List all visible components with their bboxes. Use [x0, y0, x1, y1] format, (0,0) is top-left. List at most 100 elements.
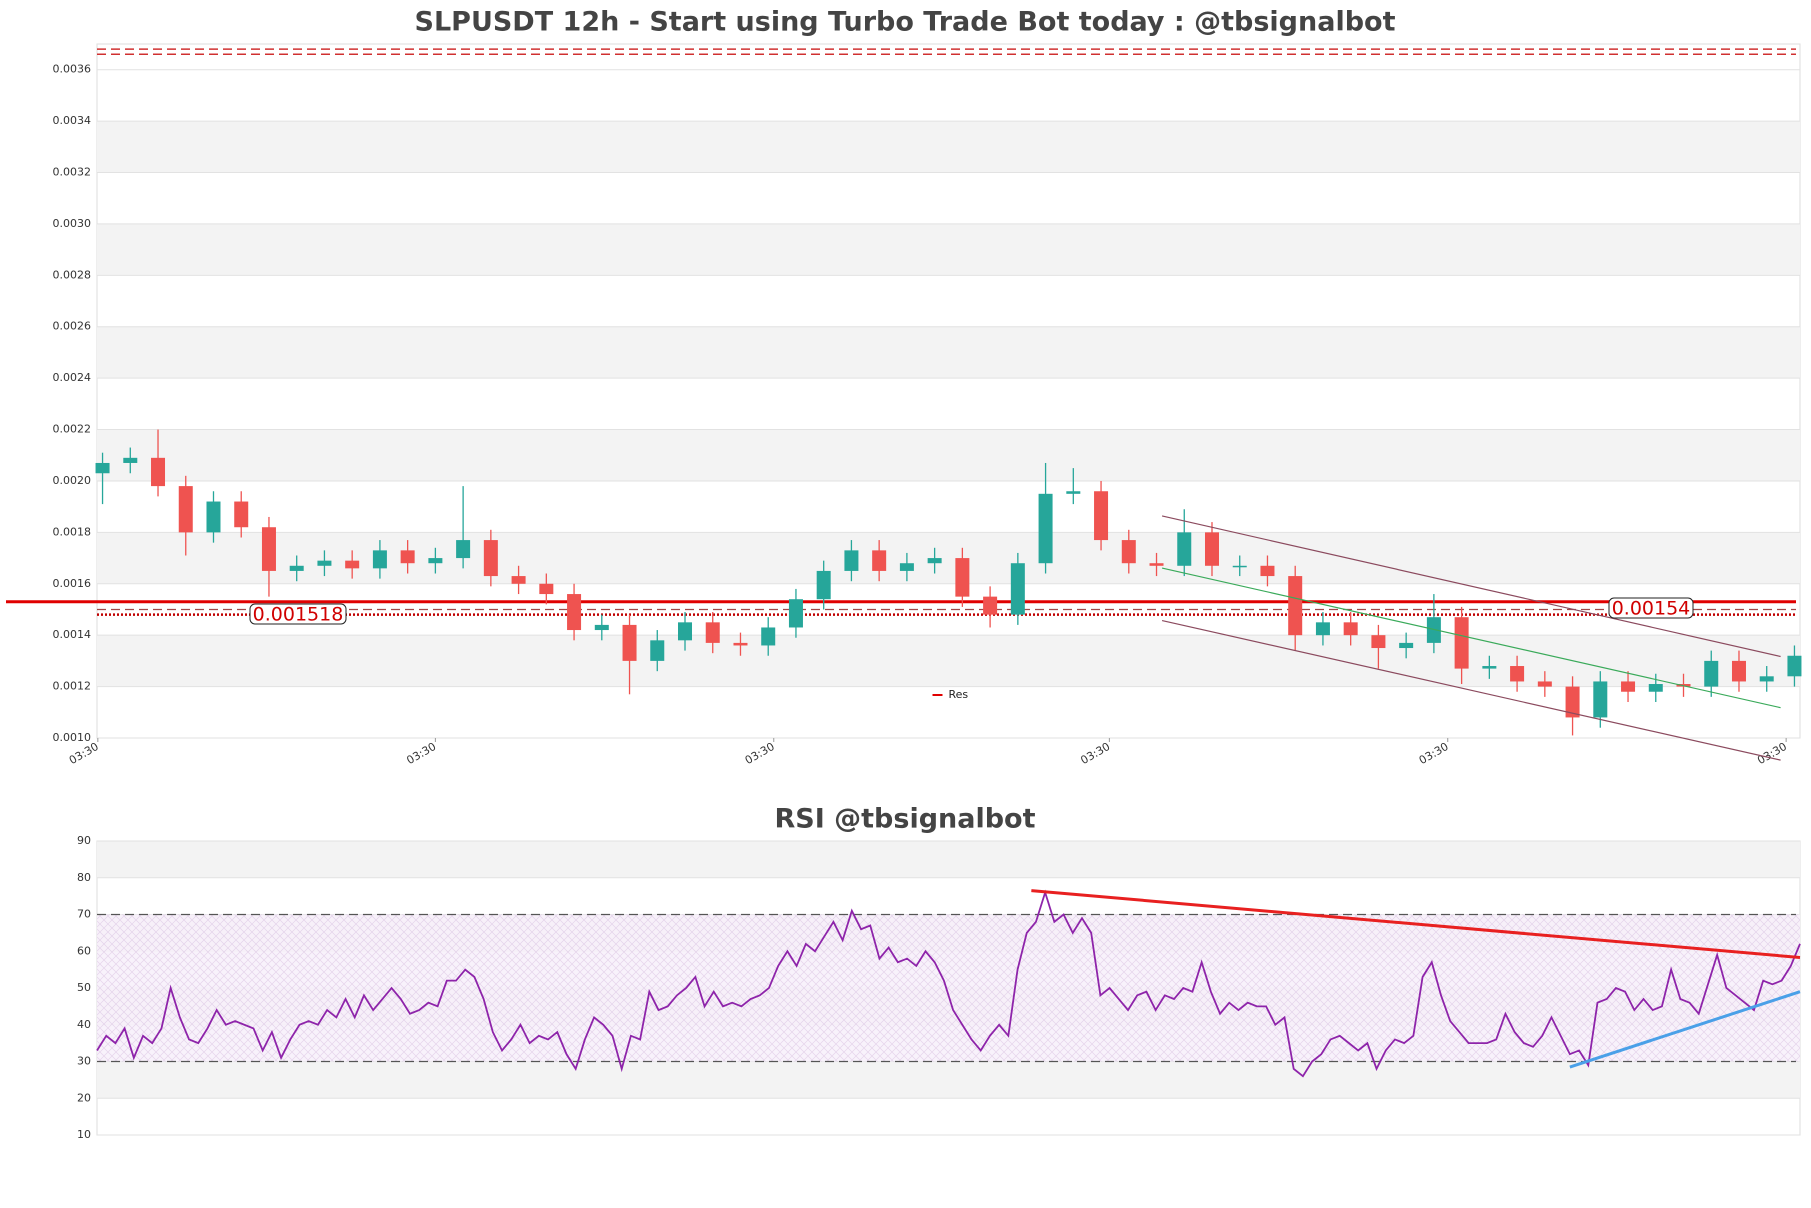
trend-line [1031, 889, 1801, 959]
y-tick-label: 10 [77, 1128, 91, 1141]
candle-body [1232, 565, 1247, 568]
x-tick-label: 03:30 [1417, 740, 1451, 767]
candle-body [1010, 563, 1025, 615]
y-tick-label: 0.0010 [53, 731, 92, 744]
candle-body [1787, 655, 1802, 677]
candle-body [1094, 491, 1109, 541]
y-tick-label: 0.0018 [53, 525, 92, 538]
y-tick-label: 90 [77, 834, 91, 847]
candle-body [1343, 622, 1358, 636]
candle-body [1454, 617, 1469, 669]
candle-body [151, 457, 166, 487]
candle-body [1399, 642, 1414, 649]
candle-body [1704, 660, 1719, 687]
candle-body [678, 622, 693, 641]
grid-band [97, 326, 1800, 379]
candle-body [872, 550, 887, 571]
candle-body [1621, 681, 1636, 692]
candle-body [1066, 491, 1081, 494]
candle-body [345, 560, 360, 569]
x-tick-label: 03:30 [1755, 740, 1789, 767]
candle-body [899, 563, 914, 571]
y-tick-label: 0.0026 [53, 320, 92, 333]
y-tick-label: 0.0014 [53, 628, 92, 641]
candle-body [1315, 622, 1330, 636]
candle-body [1149, 563, 1164, 566]
x-tick-label: 03:30 [1078, 740, 1112, 767]
chart-title: SLPUSDT 12h - Start using Turbo Trade Bo… [415, 7, 1396, 38]
x-tick-label: 03:30 [67, 740, 101, 767]
candle-body [705, 622, 720, 643]
trend-line [1161, 515, 1781, 658]
candle-body [206, 501, 221, 533]
candle-body [400, 550, 415, 564]
candle-body [788, 599, 803, 628]
grid-band [97, 1061, 1800, 1099]
candle-body [1121, 540, 1136, 564]
candle-body [1177, 532, 1192, 566]
candle-body [927, 558, 942, 564]
candle-body [95, 462, 110, 474]
candle-body [1288, 576, 1303, 636]
price-label: 0.00154 [1612, 598, 1691, 620]
price-label-box [1608, 597, 1694, 619]
candle-body [1038, 493, 1053, 564]
candle-body [955, 558, 970, 597]
candle-body [844, 550, 859, 571]
legend-label: Res [949, 688, 969, 701]
y-tick-label: 0.0034 [53, 114, 92, 127]
candle-body [317, 560, 332, 566]
price-label-box [249, 603, 347, 625]
candle-body [1371, 635, 1386, 649]
candle-body [1759, 676, 1774, 682]
candle-body [622, 624, 637, 661]
y-tick-label: 0.0036 [53, 63, 92, 76]
y-tick-label: 40 [77, 1018, 91, 1031]
price-label: 0.001518 [253, 604, 344, 626]
y-tick-label: 0.0012 [53, 680, 92, 693]
y-tick-label: 0.0032 [53, 166, 92, 179]
y-tick-label: 0.0020 [53, 474, 92, 487]
candle-body [733, 642, 748, 646]
y-tick-label: 80 [77, 871, 91, 884]
candle-body [1565, 686, 1580, 718]
y-tick-label: 70 [77, 908, 91, 921]
candle-body [1648, 684, 1663, 692]
trend-line [1161, 567, 1781, 709]
y-tick-label: 30 [77, 1055, 91, 1068]
candle-body [594, 624, 609, 631]
candle-body [123, 457, 138, 463]
candle-body [1482, 666, 1497, 669]
candle-body [372, 550, 387, 569]
candle-body [539, 583, 554, 595]
candle-body [483, 540, 498, 577]
candle-body [1510, 666, 1525, 682]
y-tick-label: 0.0022 [53, 423, 92, 436]
y-tick-label: 20 [77, 1091, 91, 1104]
grid-band [97, 223, 1800, 276]
candle-body [650, 640, 665, 661]
candle-body [761, 627, 776, 646]
candle-body [1731, 660, 1746, 682]
candle-body [289, 565, 304, 571]
x-tick-label: 03:30 [743, 740, 777, 767]
y-tick-label: 0.0028 [53, 268, 92, 281]
candle-body [567, 594, 582, 631]
candle-body [456, 540, 471, 559]
candle-body [428, 558, 443, 564]
rsi-line [96, 889, 1801, 1078]
y-tick-label: 0.0024 [53, 371, 92, 384]
candle-body [1260, 565, 1275, 577]
grid-band [97, 121, 1800, 173]
candle-body [1537, 681, 1552, 687]
candle-body [234, 501, 249, 528]
candle-body [261, 527, 276, 571]
candle-body [1593, 681, 1608, 718]
y-tick-label: 0.0016 [53, 577, 92, 590]
trend-line [1569, 990, 1801, 1069]
trend-line [1161, 619, 1781, 761]
x-tick-label: 03:30 [404, 740, 438, 767]
candle-body [1204, 532, 1219, 566]
